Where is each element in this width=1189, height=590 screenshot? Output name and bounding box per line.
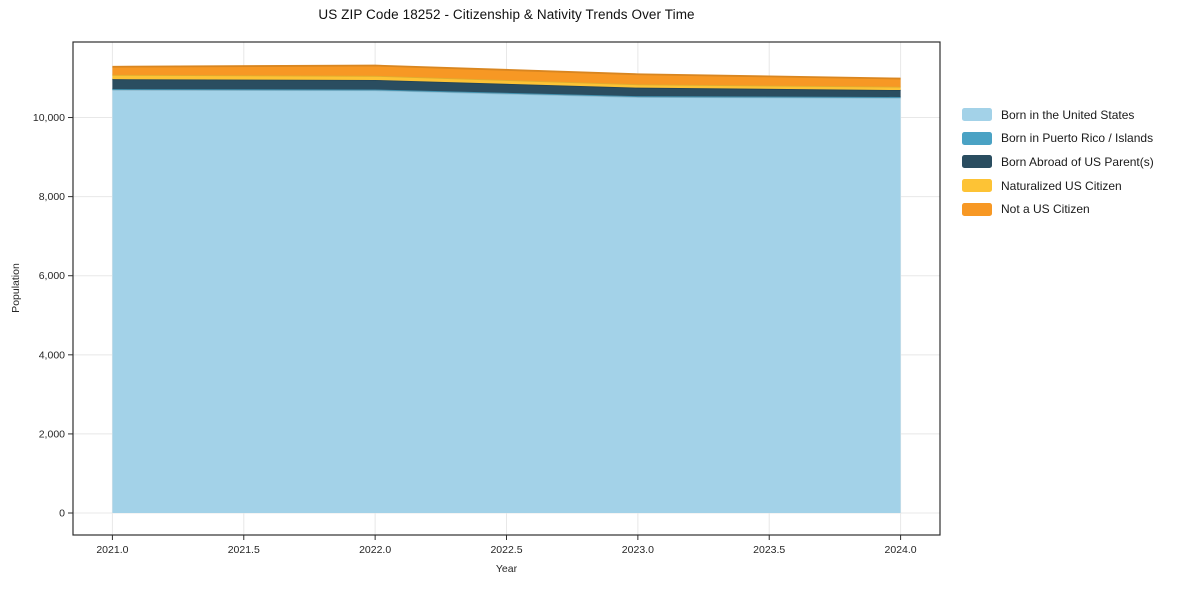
legend-label: Born in the United States (1001, 107, 1135, 122)
legend-item-naturalized-us-citizen: Naturalized US Citizen (962, 174, 1154, 198)
area-born-abroad-of-us-parent-s (112, 79, 901, 97)
area-not-a-us-citizen (112, 65, 901, 87)
legend-item-born-in-puerto-rico-islands: Born in Puerto Rico / Islands (962, 127, 1154, 151)
legend-item-born-in-the-united-states: Born in the United States (962, 103, 1154, 127)
legend-label: Naturalized US Citizen (1001, 178, 1122, 193)
legend-swatch-icon (962, 155, 992, 169)
legend-swatch-icon (962, 202, 992, 216)
x-tick-label: 2024.0 (885, 544, 917, 556)
y-tick-label: 2,000 (39, 428, 65, 440)
y-tick-label: 10,000 (33, 112, 65, 124)
legend-swatch-icon (962, 131, 992, 145)
edge-not-a-us-citizen (112, 64, 901, 80)
edge-naturalized-us-citizen (112, 73, 901, 88)
y-tick-label: 0 (59, 508, 65, 520)
y-tick-label: 8,000 (39, 191, 65, 203)
y-axis-label: Population (10, 263, 22, 313)
legend-swatch-icon (962, 108, 992, 122)
x-tick-label: 2023.0 (622, 544, 654, 556)
x-tick-label: 2022.0 (359, 544, 391, 556)
chart-title: US ZIP Code 18252 - Citizenship & Nativi… (318, 7, 695, 22)
legend-swatch-icon (962, 179, 992, 193)
legend-item-born-abroad-of-us-parent-s: Born Abroad of US Parent(s) (962, 150, 1154, 174)
y-tick-label: 4,000 (39, 349, 65, 361)
x-tick-label: 2023.5 (753, 544, 785, 556)
x-tick-label: 2021.5 (228, 544, 260, 556)
area-naturalized-us-citizen (112, 74, 901, 91)
legend-label: Born in Puerto Rico / Islands (1001, 131, 1154, 146)
y-tick-label: 6,000 (39, 270, 65, 282)
legend-item-not-a-us-citizen: Not a US Citizen (962, 197, 1154, 221)
area-born-in-the-united-states (112, 89, 901, 514)
legend-label: Born Abroad of US Parent(s) (1001, 154, 1154, 169)
x-axis-label: Year (495, 563, 518, 575)
legend: Born in the United States Born in Puerto … (962, 103, 1154, 221)
legend-label: Not a US Citizen (1001, 202, 1090, 217)
x-tick-label: 2022.5 (490, 544, 522, 556)
x-tick-label: 2021.0 (96, 544, 128, 556)
